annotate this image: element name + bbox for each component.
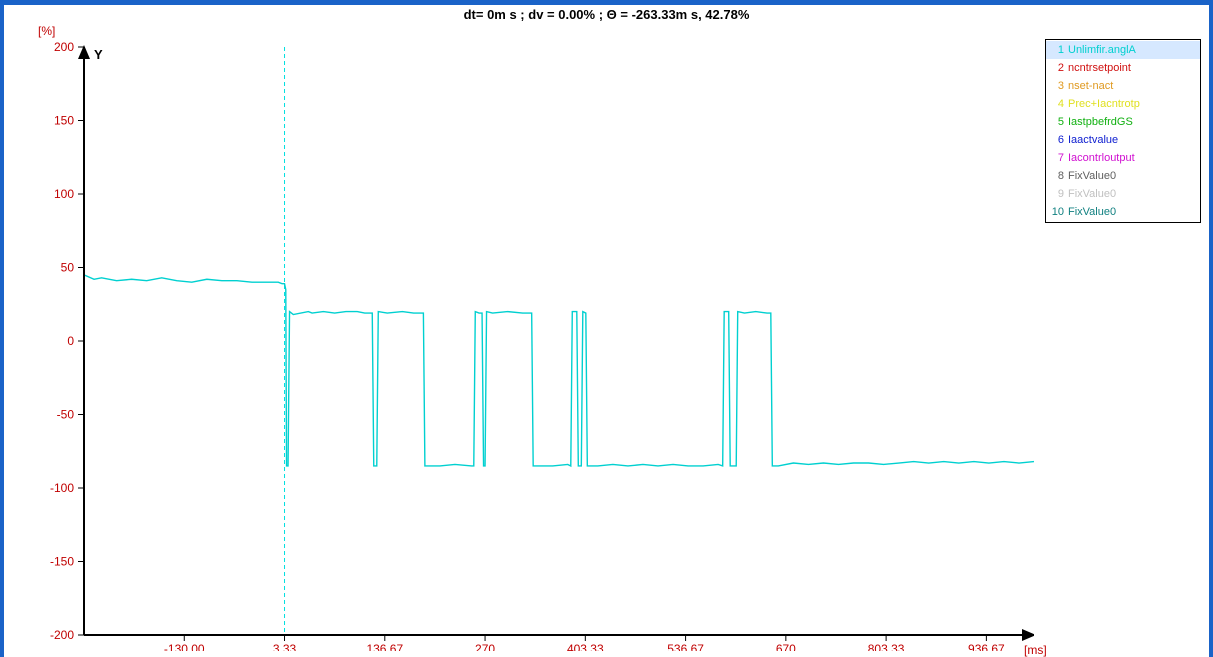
legend-item-num: 6 <box>1050 131 1064 149</box>
legend-item[interactable]: 5 IastpbefrdGS <box>1046 113 1200 131</box>
plot-area[interactable]: -200 -150 -100 -50 0 50 100 150 200 -130.00 3.33 13… <box>34 31 1034 651</box>
legend-item-label: nset-nact <box>1068 80 1113 92</box>
legend-item[interactable]: 7 Iacontrloutput <box>1046 149 1200 167</box>
legend-item-label: FixValue0 <box>1068 170 1116 182</box>
svg-text:670: 670 <box>776 642 796 651</box>
legend-item-label: Prec+Iacntrotp <box>1068 98 1140 110</box>
svg-text:100: 100 <box>54 187 74 201</box>
svg-text:200: 200 <box>54 40 74 54</box>
svg-text:-200: -200 <box>50 628 74 642</box>
legend-item[interactable]: 1 Unlimfir.anglA <box>1046 41 1200 59</box>
legend-item-label: FixValue0 <box>1068 206 1116 218</box>
svg-text:136.67: 136.67 <box>366 642 403 651</box>
legend-item-num: 4 <box>1050 95 1064 113</box>
legend-item-num: 10 <box>1050 203 1064 221</box>
legend-item[interactable]: 10 FixValue0 <box>1046 203 1200 221</box>
legend-item[interactable]: 2 ncntrsetpoint <box>1046 59 1200 77</box>
legend[interactable]: 1 Unlimfir.anglA 2 ncntrsetpoint 3 nset-nact 4… <box>1045 39 1201 223</box>
cursor-readout: dt= 0m s ; dv = 0.00% ; Θ = -263.33m s, … <box>4 5 1209 25</box>
svg-text:50: 50 <box>61 261 75 275</box>
svg-text:936.67: 936.67 <box>968 642 1005 651</box>
legend-item-num: 5 <box>1050 113 1064 131</box>
legend-item[interactable]: 4 Prec+Iacntrotp <box>1046 95 1200 113</box>
legend-item-num: 9 <box>1050 185 1064 203</box>
svg-text:-50: -50 <box>57 408 75 422</box>
svg-text:150: 150 <box>54 114 74 128</box>
svg-text:-130.00: -130.00 <box>164 642 205 651</box>
svg-text:536.67: 536.67 <box>667 642 704 651</box>
svg-text:803.33: 803.33 <box>868 642 905 651</box>
svg-text:270: 270 <box>475 642 495 651</box>
legend-item-label: Iacontrloutput <box>1068 152 1135 164</box>
legend-item-num: 3 <box>1050 77 1064 95</box>
legend-item[interactable]: 8 FixValue0 <box>1046 167 1200 185</box>
legend-item-label: IastpbefrdGS <box>1068 116 1133 128</box>
svg-text:0: 0 <box>67 334 74 348</box>
legend-item-label: ncntrsetpoint <box>1068 62 1131 74</box>
legend-item[interactable]: 3 nset-nact <box>1046 77 1200 95</box>
x-axis-unit: [ms] <box>1024 643 1047 657</box>
legend-item-num: 8 <box>1050 167 1064 185</box>
legend-item-label: Unlimfir.anglA <box>1068 44 1136 56</box>
legend-item[interactable]: 6 Iaactvalue <box>1046 131 1200 149</box>
svg-text:-100: -100 <box>50 481 74 495</box>
legend-item-num: 7 <box>1050 149 1064 167</box>
legend-item-num: 2 <box>1050 59 1064 77</box>
legend-item-num: 1 <box>1050 41 1064 59</box>
legend-item-label: Iaactvalue <box>1068 134 1118 146</box>
svg-text:3.33: 3.33 <box>273 642 297 651</box>
trace-plot[interactable]: -200 -150 -100 -50 0 50 100 150 200 -130.00 3.33 13… <box>34 31 1034 651</box>
trace-window: dt= 0m s ; dv = 0.00% ; Θ = -263.33m s, … <box>0 0 1213 657</box>
svg-text:403.33: 403.33 <box>567 642 604 651</box>
legend-item-label: FixValue0 <box>1068 188 1116 200</box>
svg-text:-150: -150 <box>50 555 74 569</box>
legend-item[interactable]: 9 FixValue0 <box>1046 185 1200 203</box>
svg-text:Y: Y <box>94 47 103 62</box>
